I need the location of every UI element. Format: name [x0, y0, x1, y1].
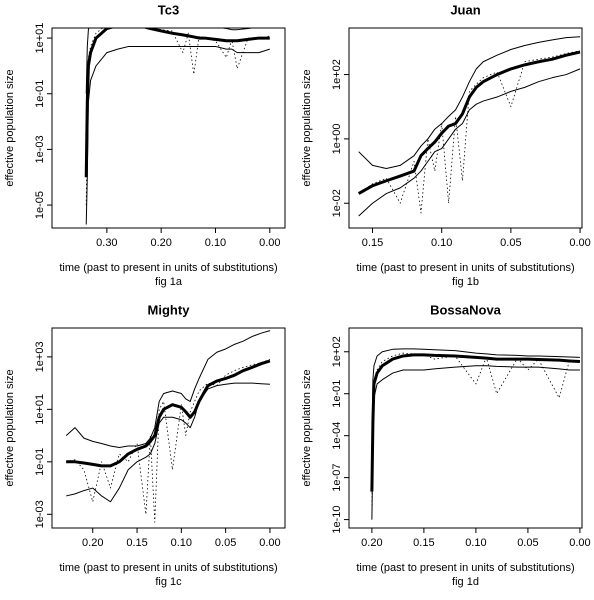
series-line — [66, 382, 270, 503]
y-tick-label: 1e-04 — [331, 422, 343, 450]
series-line — [66, 359, 271, 468]
series-line — [371, 348, 580, 450]
x-tick-label: 0.20 — [361, 537, 382, 549]
figure-caption: fig 1a — [155, 276, 183, 288]
x-tick-label: 0.05 — [500, 237, 521, 249]
figure-caption: fig 1b — [452, 276, 479, 288]
figure-caption: fig 1d — [452, 576, 479, 588]
series-line — [370, 353, 581, 492]
chart-title: Mighty — [148, 302, 191, 317]
y-tick-label: 1e-03 — [34, 500, 46, 528]
series-line — [66, 359, 271, 523]
y-tick-label: 1e+03 — [34, 341, 46, 372]
y-tick-label: 1e-02 — [331, 189, 343, 217]
x-tick-label: 0.00 — [259, 537, 280, 549]
x-tick-label: 0.15 — [126, 537, 147, 549]
x-axis-label: time (past to present in units of substi… — [59, 262, 277, 274]
y-tick-label: 1e-01 — [34, 448, 46, 476]
series-line — [371, 365, 580, 520]
x-axis-label: time (past to present in units of substi… — [356, 262, 574, 274]
series-line — [65, 330, 271, 449]
x-tick-label: 0.10 — [431, 237, 452, 249]
x-tick-label: 0.10 — [205, 237, 226, 249]
y-axis-label: effective population size — [301, 69, 313, 186]
y-tick-label: 1e+02 — [331, 336, 343, 367]
series-line — [371, 352, 580, 506]
y-tick-label: 1e+01 — [34, 23, 46, 54]
y-tick-label: 1e-10 — [331, 506, 343, 534]
x-tick-label: 0.05 — [517, 537, 538, 549]
x-tick-label: 0.10 — [465, 537, 486, 549]
x-tick-label: 0.10 — [171, 537, 192, 549]
y-tick-label: 1e-05 — [34, 191, 46, 219]
x-tick-label: 0.15 — [413, 537, 434, 549]
figure-caption: fig 1c — [155, 576, 182, 588]
y-tick-label: 1e-01 — [331, 380, 343, 408]
y-tick-label: 1e+00 — [331, 123, 343, 154]
series-line — [358, 68, 581, 217]
x-tick-label: 0.00 — [569, 237, 590, 249]
x-tick-label: 0.00 — [569, 537, 590, 549]
series-line — [85, 28, 270, 206]
plot-frame — [51, 327, 286, 529]
series-line — [85, 28, 256, 94]
x-tick-label: 0.30 — [96, 237, 117, 249]
x-tick-label: 0.05 — [215, 537, 236, 549]
x-tick-label: 0.15 — [362, 237, 383, 249]
series-line — [358, 36, 581, 170]
y-axis-label: effective population size — [4, 369, 16, 486]
x-tick-label: 0.20 — [82, 537, 103, 549]
x-tick-label: 0.20 — [150, 237, 171, 249]
chart-title: Juan — [450, 2, 480, 17]
y-axis-label: effective population size — [301, 369, 313, 486]
y-tick-label: 1e-07 — [331, 464, 343, 492]
series-line — [358, 50, 581, 214]
y-tick-label: 1e+01 — [34, 394, 46, 425]
panel: Mighty 0.20 0.15 0.10 0.05 0.00 1e+03 1e+01 1e-0… — [4, 302, 286, 588]
y-tick-label: 1e-01 — [34, 80, 46, 108]
series-line — [84, 28, 270, 178]
chart-title: BossaNova — [430, 302, 502, 317]
x-tick-label: 0.00 — [259, 237, 280, 249]
y-axis-label: effective population size — [4, 69, 16, 186]
panel: Tc3 0.30 0.20 0.10 0.00 1e+01 1e-01 1e-03 1e-05 e… — [4, 2, 286, 288]
plot-frame — [51, 27, 286, 229]
series-line — [357, 50, 581, 195]
x-axis-label: time (past to present in units of substi… — [356, 562, 574, 574]
panel: Juan 0.15 0.10 0.05 0.00 1e+02 1e+00 1e-02 effec… — [301, 2, 591, 287]
y-tick-label: 1e+02 — [331, 59, 343, 90]
y-tick-label: 1e-03 — [34, 135, 46, 163]
series-line — [85, 45, 270, 225]
plot-frame — [348, 327, 583, 529]
x-axis-label: time (past to present in units of substi… — [59, 562, 277, 574]
chart-title: Tc3 — [158, 2, 179, 17]
panel: BossaNova 0.20 0.15 0.10 0.05 0.00 1e+02 1e-01 1… — [301, 302, 591, 587]
plot-frame — [348, 27, 583, 229]
